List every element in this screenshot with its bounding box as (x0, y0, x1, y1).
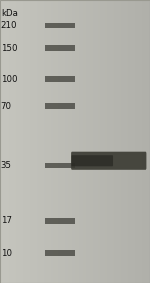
Text: 100: 100 (1, 75, 17, 84)
FancyBboxPatch shape (71, 152, 146, 170)
Text: 35: 35 (1, 161, 12, 170)
Bar (45, 250, 75, 256)
Text: 150: 150 (1, 44, 17, 53)
Text: kDa: kDa (1, 9, 18, 18)
Bar (45, 218, 75, 224)
Bar (45, 103, 75, 109)
Text: 210: 210 (1, 21, 17, 30)
Bar (45, 45, 75, 51)
FancyBboxPatch shape (71, 155, 113, 166)
Bar (45, 23, 75, 28)
Text: 70: 70 (1, 102, 12, 111)
Bar (45, 163, 75, 168)
Text: 10: 10 (1, 249, 12, 258)
Text: 17: 17 (1, 216, 12, 225)
Bar (45, 76, 75, 82)
